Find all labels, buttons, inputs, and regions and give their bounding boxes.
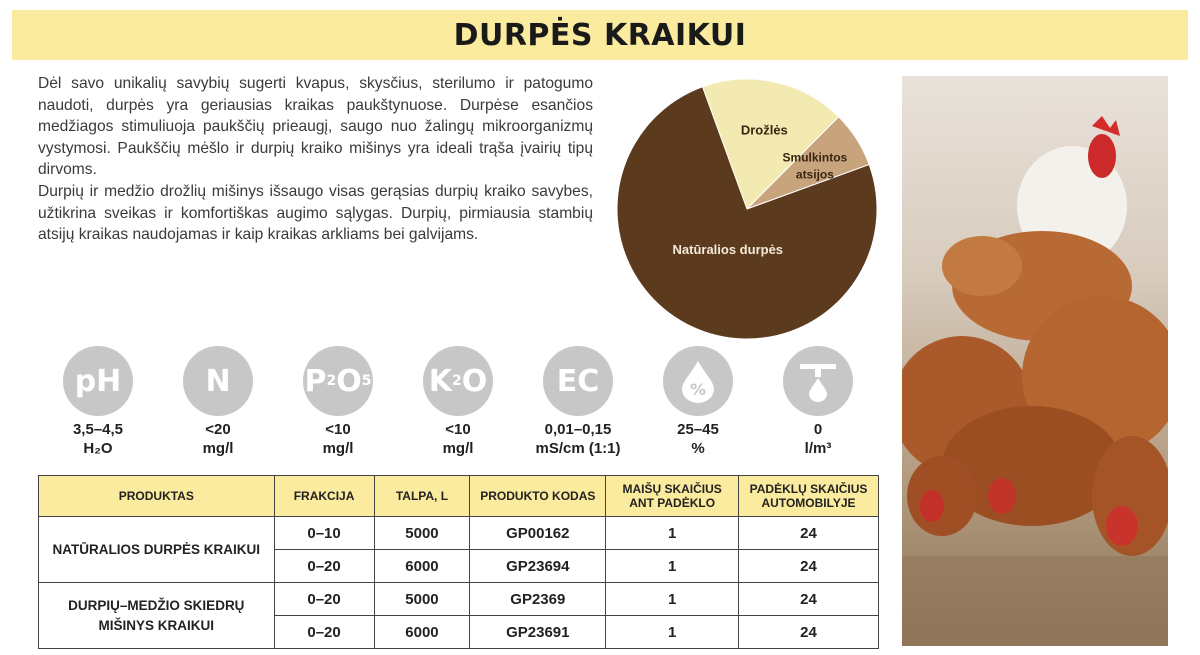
- param-unit: mg/l: [202, 440, 234, 457]
- cell-bags: 1: [605, 516, 740, 550]
- param-value: <10: [325, 421, 351, 438]
- cell-code: GP23694: [469, 549, 607, 583]
- pie-slice: [616, 86, 878, 340]
- cell-code: GP00162: [469, 516, 607, 550]
- header-cell: FRAKCIJA: [273, 475, 375, 517]
- param-value: <20: [205, 421, 231, 438]
- param-value: 0,01–0,15: [544, 421, 612, 438]
- pie-slice: [701, 78, 840, 210]
- header-cell: PADĖKLŲ SKAIČIUS AUTOMOBILYJE: [738, 475, 879, 517]
- svg-text:%: %: [690, 380, 706, 399]
- header-cell: PRODUKTO KODAS: [469, 475, 607, 517]
- param-value: <10: [445, 421, 471, 438]
- param-drip: 0 l/m³: [758, 346, 878, 458]
- composition-pie-chart: Drožlės Smulkintos atsijos Natūralios durpė…: [616, 78, 878, 340]
- cell-bags: 1: [605, 615, 740, 649]
- table-header-row: PRODUKTAS FRAKCIJA TALPA, L PRODUKTO KOD…: [38, 475, 879, 517]
- param-unit: mS/cm (1:1): [535, 440, 621, 457]
- title-bar: DURPĖS KRAIKUI: [12, 10, 1188, 60]
- cell-code: GP2369: [469, 582, 607, 616]
- param-value: 0: [813, 421, 823, 438]
- param-ph: pH 3,5–4,5 H₂O: [38, 346, 158, 458]
- cell-pallets: 24: [738, 549, 879, 583]
- cell-fraction: 0–20: [273, 582, 375, 616]
- cell-pallets: 24: [738, 615, 879, 649]
- header-cell: MAIŠŲ SKAIČIUS ANT PADĖKLO: [605, 475, 740, 517]
- header-cell: PRODUKTAS: [38, 475, 275, 517]
- cell-pallets: 24: [738, 582, 879, 616]
- param-ec: EC 0,01–0,15 mS/cm (1:1): [518, 346, 638, 458]
- chickens-photo: [902, 76, 1168, 646]
- cell-bags: 1: [605, 582, 740, 616]
- pie-label: Natūralios durpės: [673, 242, 784, 257]
- moisture-drop-icon: %: [663, 346, 733, 416]
- table-row: NATŪRALIOS DURPĖS KRAIKUI 0–10 5000 GP00…: [38, 516, 879, 583]
- table-row: 0–20 6000 GP23691 1 24: [39, 615, 879, 649]
- page-title: DURPĖS KRAIKUI: [453, 17, 747, 53]
- intro-text: Dėl savo unikalių savybių sugerti kvapus…: [38, 73, 593, 246]
- header-cell: TALPA, L: [373, 475, 471, 517]
- param-unit: %: [691, 440, 705, 457]
- param-unit: mg/l: [442, 440, 474, 457]
- intro-paragraph-1: Dėl savo unikalių savybių sugerti kvapus…: [38, 75, 593, 179]
- param-unit: mg/l: [322, 440, 354, 457]
- product-name: DURPIŲ–MEDŽIO SKIEDRŲ MIŠINYS KRAIKUI: [38, 582, 275, 649]
- pie-label: Smulkintos atsijos: [783, 151, 848, 182]
- ph-icon: pH: [63, 346, 133, 416]
- table-row: DURPIŲ–MEDŽIO SKIEDRŲ MIŠINYS KRAIKUI 0–…: [38, 582, 879, 649]
- product-name: NATŪRALIOS DURPĖS KRAIKUI: [38, 516, 275, 583]
- param-value: 3,5–4,5: [72, 421, 124, 438]
- cell-fraction: 0–20: [273, 615, 375, 649]
- param-value: 25–45: [677, 421, 719, 438]
- cell-pallets: 24: [738, 516, 879, 550]
- cell-fraction: 0–20: [273, 549, 375, 583]
- nitrogen-icon: N: [183, 346, 253, 416]
- cell-volume: 5000: [373, 516, 471, 550]
- table-row: 0–20 6000 GP23694 1 24: [39, 549, 879, 583]
- param-nitrogen: N <20 mg/l: [158, 346, 278, 458]
- param-unit: l/m³: [804, 440, 832, 457]
- cell-volume: 6000: [373, 615, 471, 649]
- ec-icon: EC: [543, 346, 613, 416]
- dripper-icon: [783, 346, 853, 416]
- cell-volume: 6000: [373, 549, 471, 583]
- cell-bags: 1: [605, 549, 740, 583]
- intro-paragraph-2: Durpių ir medžio drožlių mišinys išsaugo…: [38, 182, 593, 244]
- pie-label: Drožlės: [741, 122, 788, 137]
- param-unit: H₂O: [83, 440, 113, 457]
- products-table: PRODUKTAS FRAKCIJA TALPA, L PRODUKTO KOD…: [38, 475, 879, 649]
- param-moisture: % 25–45 %: [638, 346, 758, 458]
- cell-volume: 5000: [373, 582, 471, 616]
- cell-fraction: 0–10: [273, 516, 375, 550]
- cell-code: GP23691: [469, 615, 607, 649]
